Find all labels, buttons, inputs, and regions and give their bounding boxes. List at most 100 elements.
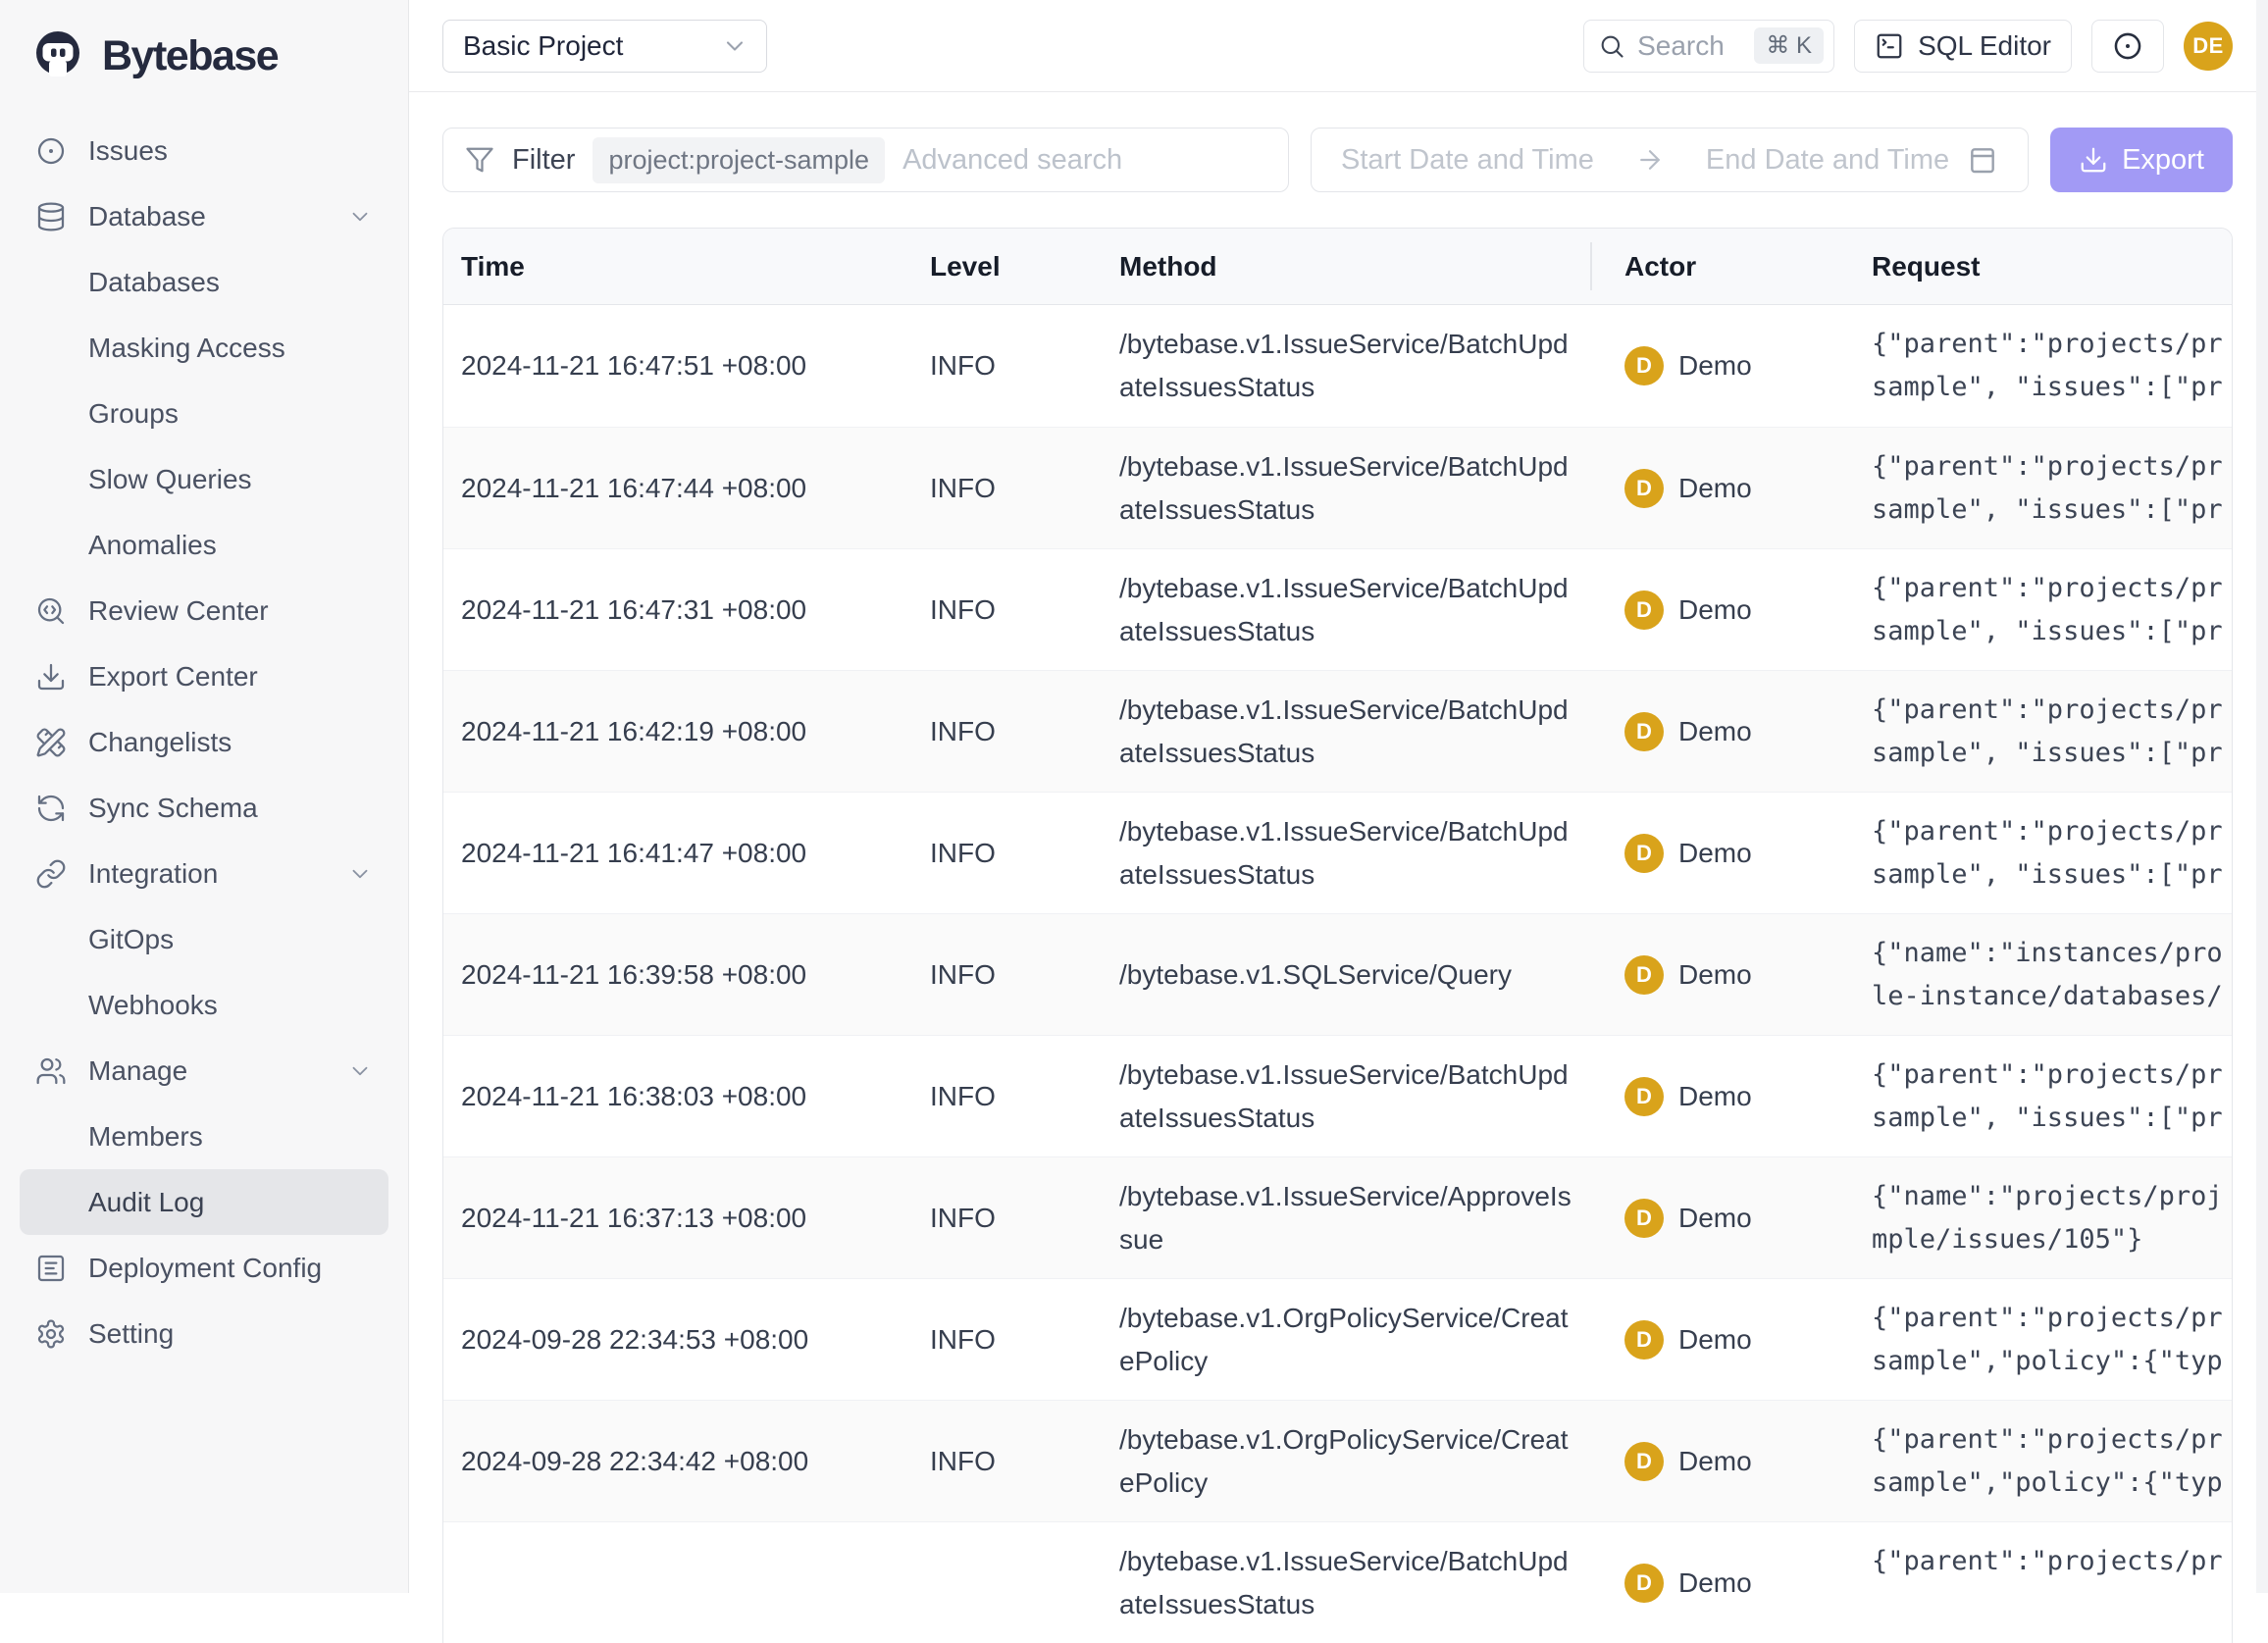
cell-request: {"parent":"projects/pr sample", "issues"… (1872, 810, 2232, 897)
table-row[interactable]: 2024-11-21 16:47:44 +08:00 INFO /bytebas… (443, 427, 2232, 548)
cell-time: 2024-11-21 16:41:47 +08:00 (461, 837, 807, 868)
actor-name: Demo (1678, 1323, 1752, 1355)
sidebar-item-label: Manage (88, 1054, 188, 1086)
table-row[interactable]: 2024-11-21 16:47:31 +08:00 INFO /bytebas… (443, 548, 2232, 670)
sidebar-item-label: Review Center (88, 594, 269, 626)
search-input[interactable]: Search ⌘ K (1583, 19, 1835, 73)
chevron-down-icon (721, 32, 748, 60)
pencil-ruler-icon (35, 727, 67, 758)
cell-request: {"parent":"projects/pr sample", "issues"… (1872, 1053, 2232, 1140)
actor-avatar: D (1624, 954, 1664, 995)
arrow-right-icon (1635, 145, 1665, 175)
sidebar-item-label: Databases (88, 266, 220, 297)
cell-actor: D Demo (1590, 1563, 1872, 1603)
sidebar-item-slow-queries[interactable]: Slow Queries (20, 446, 388, 512)
filter-chip[interactable]: project:project-sample (593, 136, 886, 183)
sidebar-item-changelists[interactable]: Changelists (20, 709, 388, 775)
sidebar-item-label: Anomalies (88, 529, 217, 560)
cell-time: 2024-11-21 16:37:13 +08:00 (461, 1202, 807, 1233)
sidebar-item-integration[interactable]: Integration (20, 841, 388, 906)
cell-level: INFO (930, 958, 996, 990)
link-icon (35, 858, 67, 890)
table-row[interactable]: 2024-11-21 16:42:19 +08:00 INFO /bytebas… (443, 670, 2232, 792)
cell-method: /bytebase.v1.IssueService/BatchUpdateIss… (1119, 815, 1569, 890)
database-icon (35, 201, 67, 232)
export-button[interactable]: Export (2050, 128, 2233, 192)
request-line-2: sample", "issues":["pr (1872, 1102, 2223, 1133)
sidebar-item-deployment-config[interactable]: Deployment Config (20, 1235, 388, 1301)
scrollbar-track[interactable] (2256, 0, 2268, 1593)
request-line-1: {"parent":"projects/pr (1872, 450, 2223, 482)
cell-request: {"parent":"projects/pr sample","policy":… (1872, 1418, 2232, 1505)
table-row[interactable]: /bytebase.v1.IssueService/BatchUpdateIss… (443, 1521, 2232, 1643)
sidebar-item-label: Masking Access (88, 332, 285, 363)
sidebar-item-members[interactable]: Members (20, 1104, 388, 1169)
bytebase-logo-icon (29, 27, 86, 84)
cell-actor: D Demo (1590, 590, 1872, 630)
sidebar-item-label: Changelists (88, 726, 232, 757)
table-row[interactable]: 2024-11-21 16:39:58 +08:00 INFO /bytebas… (443, 913, 2232, 1035)
column-divider[interactable] (1590, 242, 1592, 290)
actor-name: Demo (1678, 1566, 1752, 1598)
request-line-1: {"name":"projects/proj (1872, 1180, 2223, 1211)
cell-method: /bytebase.v1.OrgPolicyService/CreatePoli… (1119, 1423, 1569, 1498)
sql-editor-button[interactable]: SQL Editor (1854, 19, 2072, 73)
request-line-1: {"name":"instances/pro (1872, 937, 2223, 968)
table-row[interactable]: 2024-11-21 16:47:51 +08:00 INFO /bytebas… (443, 305, 2232, 427)
sidebar-item-audit-log[interactable]: Audit Log (20, 1169, 388, 1235)
sql-editor-label: SQL Editor (1918, 29, 2051, 61)
sidebar-item-anomalies[interactable]: Anomalies (20, 512, 388, 578)
sidebar-item-label: Slow Queries (88, 463, 252, 494)
gear-icon (35, 1318, 67, 1350)
actor-name: Demo (1678, 350, 1752, 381)
table-row[interactable]: 2024-09-28 22:34:53 +08:00 INFO /bytebas… (443, 1278, 2232, 1400)
circle-dot-icon (2111, 29, 2144, 63)
actor-name: Demo (1678, 715, 1752, 746)
table-row[interactable]: 2024-09-28 22:34:42 +08:00 INFO /bytebas… (443, 1400, 2232, 1521)
download-icon (2079, 145, 2108, 175)
request-line-1: {"parent":"projects/pr (1872, 329, 2223, 359)
column-header-actor: Actor (1624, 250, 1697, 282)
cell-actor: D Demo (1590, 1198, 1872, 1238)
date-range-input[interactable]: Start Date and Time End Date and Time (1311, 128, 2029, 192)
sidebar-item-database[interactable]: Database (20, 183, 388, 249)
actor-avatar: D (1624, 1319, 1664, 1360)
actor-name: Demo (1678, 958, 1752, 990)
cell-actor: D Demo (1590, 468, 1872, 508)
cell-request: {"parent":"projects/pr (1872, 1540, 2232, 1626)
advanced-search-input[interactable]: Filter project:project-sample Advanced s… (442, 128, 1289, 192)
sidebar-item-review-center[interactable]: Review Center (20, 578, 388, 643)
sidebar-item-export-center[interactable]: Export Center (20, 643, 388, 709)
list-square-icon (35, 1253, 67, 1284)
sidebar-item-sync-schema[interactable]: Sync Schema (20, 775, 388, 841)
actor-avatar: D (1624, 590, 1664, 630)
sidebar-item-gitops[interactable]: GitOps (20, 906, 388, 972)
sidebar-item-groups[interactable]: Groups (20, 381, 388, 446)
project-select[interactable]: Basic Project (442, 19, 767, 73)
brand-logo[interactable]: Bytebase (0, 26, 408, 118)
audit-log-table: Time Level Method Actor Request 2024-11-… (442, 228, 2233, 1643)
download-icon (35, 661, 67, 693)
topbar: Basic Project Search ⌘ K SQL Editor (409, 0, 2268, 92)
request-line-1: {"parent":"projects/pr (1872, 815, 2223, 847)
avatar[interactable]: DE (2184, 21, 2233, 71)
actor-name: Demo (1678, 1445, 1752, 1476)
sidebar-item-masking-access[interactable]: Masking Access (20, 315, 388, 381)
table-row[interactable]: 2024-11-21 16:38:03 +08:00 INFO /bytebas… (443, 1035, 2232, 1156)
request-line-2: sample","policy":{"typ (1872, 1345, 2223, 1376)
table-body: 2024-11-21 16:47:51 +08:00 INFO /bytebas… (443, 305, 2232, 1643)
table-row[interactable]: 2024-11-21 16:37:13 +08:00 INFO /bytebas… (443, 1156, 2232, 1278)
sidebar-item-webhooks[interactable]: Webhooks (20, 972, 388, 1038)
cell-actor: D Demo (1590, 1076, 1872, 1116)
sidebar-item-setting[interactable]: Setting (20, 1301, 388, 1366)
sidebar-item-databases[interactable]: Databases (20, 249, 388, 315)
actor-avatar: D (1624, 1441, 1664, 1481)
sidebar-item-manage[interactable]: Manage (20, 1038, 388, 1104)
table-row[interactable]: 2024-11-21 16:41:47 +08:00 INFO /bytebas… (443, 792, 2232, 913)
cell-actor: D Demo (1590, 711, 1872, 751)
sidebar-item-issues[interactable]: Issues (20, 118, 388, 183)
circle-dot-button[interactable] (2091, 19, 2164, 73)
request-line-1: {"parent":"projects/pr (1872, 572, 2223, 603)
column-header-method: Method (1119, 250, 1217, 282)
request-line-2: sample", "issues":["pr (1872, 737, 2223, 768)
